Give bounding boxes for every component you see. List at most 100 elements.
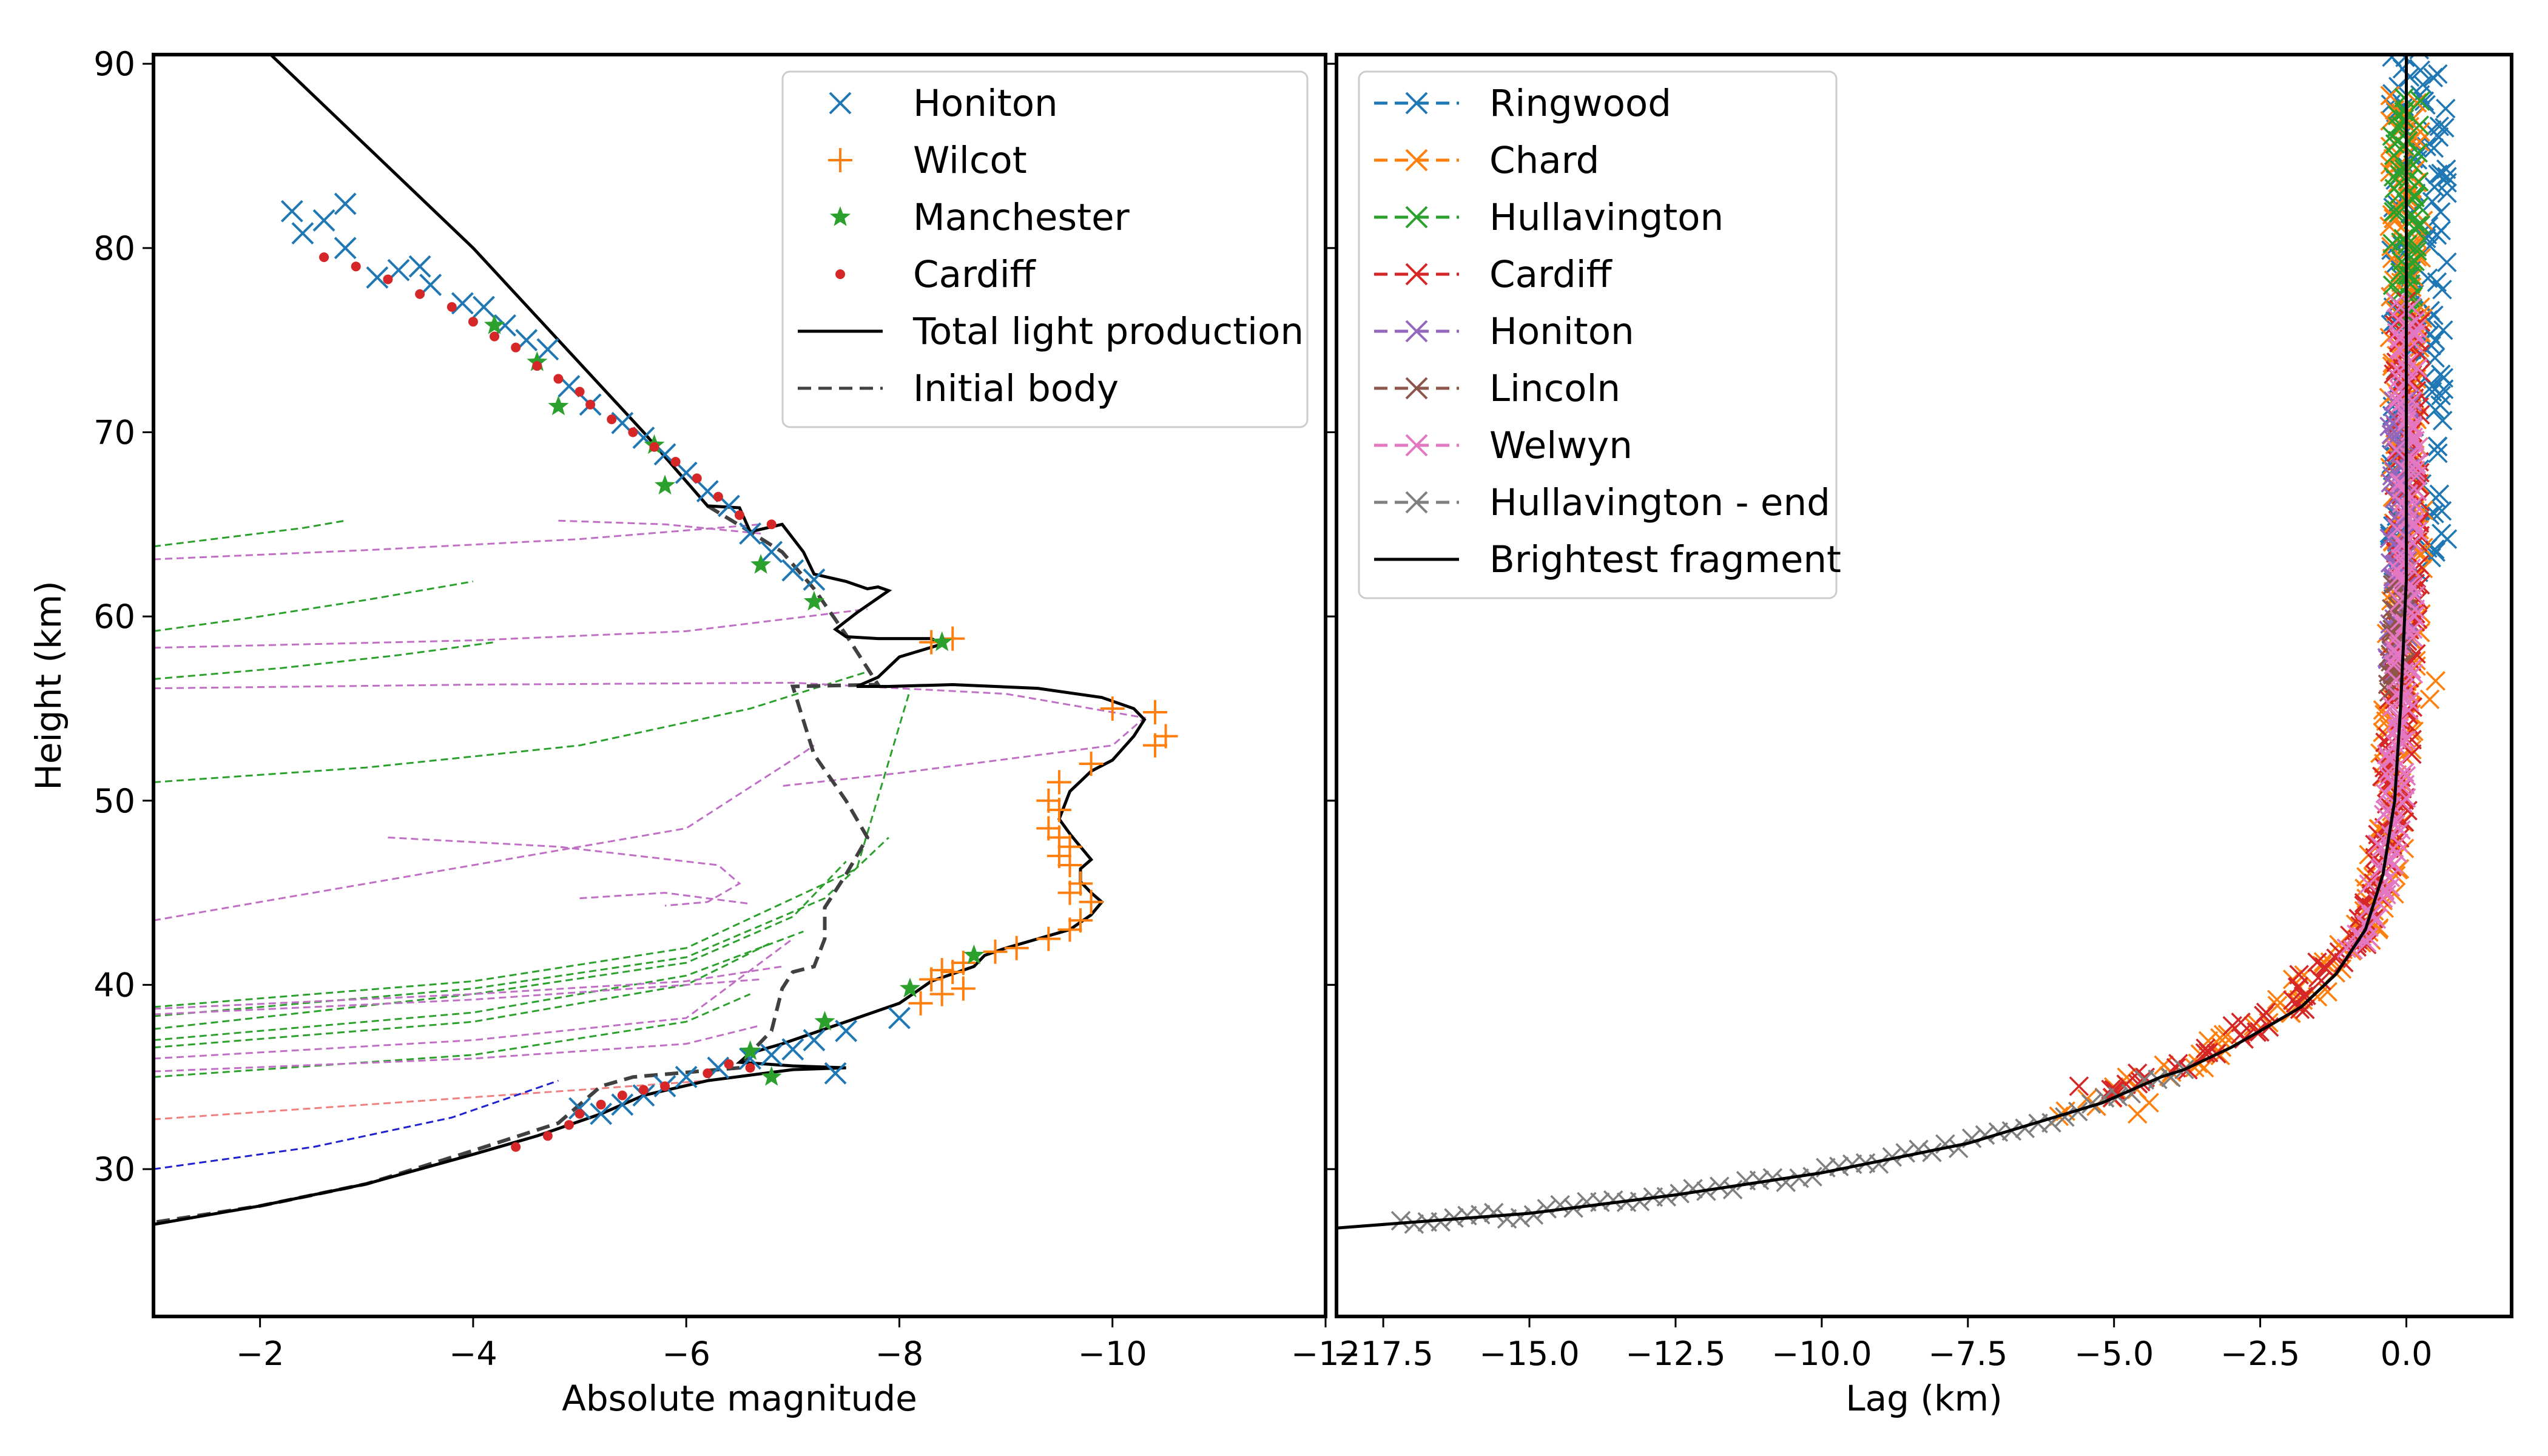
honiton-point	[781, 1038, 804, 1061]
lag-point	[2436, 159, 2456, 180]
fragment-curve	[153, 1079, 559, 1170]
lag-point	[2384, 270, 2404, 291]
lag-point	[2437, 183, 2457, 203]
lag-point	[2405, 585, 2425, 605]
lag-point	[2222, 1016, 2242, 1036]
lag-point	[2410, 60, 2430, 81]
lag-point	[2430, 364, 2451, 385]
legend-label: Cardiff	[1489, 253, 1613, 296]
lag-point	[2379, 416, 2399, 437]
left-legend-box	[781, 70, 1309, 428]
lag-point	[2402, 627, 2423, 647]
honiton-point	[280, 200, 303, 223]
wilcot-point	[983, 939, 1008, 964]
lag-point	[2427, 436, 2448, 456]
lag-point	[2419, 689, 2440, 710]
lag-point	[2293, 986, 2314, 1006]
lag-point	[2410, 312, 2431, 332]
lag-point	[1483, 1202, 1504, 1223]
lag-point	[2407, 481, 2427, 502]
cardiff-point	[447, 302, 457, 312]
lag-point	[2397, 591, 2418, 611]
lag-point	[2396, 766, 2416, 786]
lag-point	[2385, 734, 2405, 755]
lag-point	[1523, 1205, 1544, 1225]
right-xtick-label: −7.5	[1928, 1335, 2007, 1373]
lag-point	[2383, 430, 2403, 450]
lag-point	[2267, 989, 2287, 1009]
left-ylabel: Height (km)	[28, 581, 69, 790]
legend-label: Welwyn	[1489, 424, 1633, 467]
legend-marker	[1405, 149, 1428, 172]
legend-marker	[835, 269, 845, 279]
left-xtick-label: −2	[236, 1335, 285, 1373]
wilcot-point	[1046, 770, 1071, 795]
manchester-point	[814, 1011, 835, 1031]
lag-point	[2437, 252, 2457, 272]
lag-point	[2382, 234, 2402, 254]
legend-label: Cardiff	[913, 253, 1037, 296]
left-ytick-label: 60	[93, 598, 135, 636]
lag-point	[2422, 382, 2442, 402]
cardiff-point	[383, 274, 393, 285]
lag-point	[2414, 91, 2435, 112]
legend-marker	[1405, 92, 1428, 115]
lag-point	[1802, 1167, 1822, 1187]
right-xtick-label: −2.5	[2220, 1335, 2300, 1373]
lag-point	[2429, 484, 2450, 505]
lag-point	[1603, 1190, 1623, 1210]
lag-point	[2430, 395, 2450, 416]
fragment-curve	[153, 1024, 761, 1073]
lag-point	[2390, 629, 2411, 650]
lag-point	[2391, 820, 2411, 840]
lag-point	[1710, 1176, 1730, 1196]
left-frame	[152, 53, 1327, 1318]
right-panel: −17.5 −15.0 −12.5 −10.0 −7.5 −5.0 −2.5 0.0 Lag (…	[1326, 53, 2513, 1419]
lag-point	[1431, 1212, 1451, 1232]
cardiff-point	[511, 1142, 521, 1152]
lag-point	[2376, 744, 2397, 764]
wilcot-point	[908, 991, 933, 1016]
lag-point	[2081, 1094, 2101, 1114]
lag-point	[2382, 795, 2402, 815]
manchester-point	[484, 314, 505, 334]
manchester-point	[750, 554, 772, 574]
wilcot-point	[1057, 853, 1082, 878]
cardiff-point	[745, 1063, 755, 1073]
cardiff-point	[638, 1085, 649, 1095]
lag-point	[2388, 386, 2408, 406]
honiton-point	[473, 295, 495, 318]
fragment-curve	[153, 993, 751, 1078]
honiton-point	[888, 1006, 911, 1030]
left-xtick-label: −12	[1291, 1335, 1360, 1373]
honiton-point	[760, 1043, 783, 1067]
wilcot-point	[1057, 880, 1082, 905]
lag-point	[2386, 200, 2407, 220]
fragment-curve	[579, 892, 750, 905]
fragment-curve	[153, 641, 495, 680]
lag-point	[1471, 1205, 1491, 1225]
lag-point	[2428, 443, 2448, 463]
wilcot-point	[951, 976, 976, 1001]
lag-point	[2405, 187, 2425, 207]
lag-point	[2069, 1076, 2089, 1096]
lag-point	[2336, 938, 2357, 959]
legend-label: Manchester	[913, 196, 1130, 239]
honiton-point	[781, 559, 804, 582]
cardiff-point	[660, 1081, 670, 1091]
wilcot-point	[940, 960, 965, 985]
lag-point	[2437, 529, 2458, 549]
lag-point	[2407, 215, 2427, 236]
honiton-point	[739, 1047, 761, 1070]
lag-point	[2387, 519, 2407, 539]
legend-marker	[1405, 206, 1428, 229]
lag-point	[2424, 177, 2445, 197]
legend-label: Wilcot	[913, 139, 1027, 182]
left-xtick-label: −6	[662, 1335, 710, 1373]
legend-marker	[829, 92, 852, 115]
honiton-point	[451, 292, 474, 315]
legend-marker	[828, 148, 852, 172]
right-xtick-label: −17.5	[1333, 1335, 1433, 1373]
legend-marker	[1405, 434, 1428, 457]
cardiff-point	[713, 491, 723, 502]
